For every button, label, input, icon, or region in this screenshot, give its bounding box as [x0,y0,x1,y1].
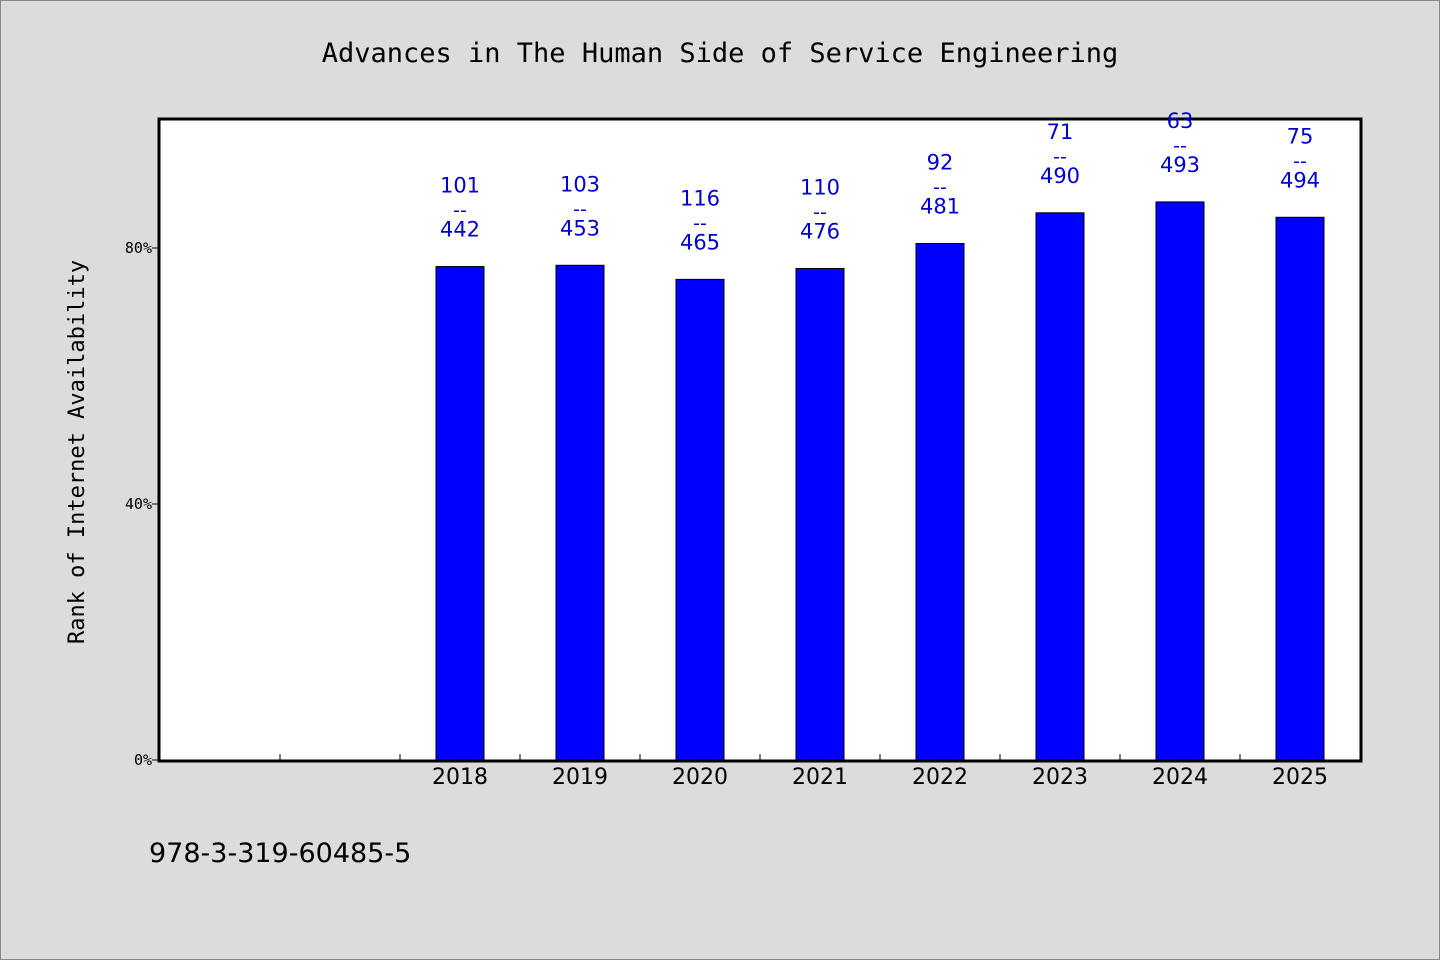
bar-label-separator: -- [453,200,467,222]
x-tick-label: 2021 [792,765,848,790]
bar-label-rank: 110 [800,175,840,199]
x-tick-label: 2022 [912,765,968,790]
bar-label-rank: 63 [1167,109,1194,133]
bar-label-separator: -- [1173,135,1187,157]
bar-2024 [1155,201,1205,761]
x-tick-label: 2024 [1152,765,1208,790]
y-axis: 0% 40% 80% [125,239,160,769]
bar-label-separator: -- [1293,150,1307,172]
bar-label-total: 453 [560,216,600,240]
bar-label-total: 493 [1160,153,1200,177]
y-tick-label: 40% [125,495,152,513]
bar-label-separator: -- [933,177,947,199]
bar-label-total: 481 [920,195,960,219]
bar-label-rank: 116 [680,186,720,210]
y-axis-label: Rank of Internet Availability [65,260,90,644]
bar-2023 [1035,212,1085,761]
x-tick-label: 2023 [1032,765,1088,790]
bar-label-total: 442 [440,218,480,242]
bar-label-separator: -- [1053,146,1067,168]
y-tick-label: 80% [125,239,152,257]
bar-label-separator: -- [813,201,827,223]
bar-2022 [915,243,965,761]
bar-label-rank: 92 [927,151,954,175]
bar-label-total: 465 [680,230,720,254]
bar-label-separator: -- [573,198,587,220]
bar-label-separator: -- [693,212,707,234]
x-tick-label: 2019 [552,765,608,790]
footer-isbn: 978-3-319-60485-5 [149,838,411,869]
bar-2025 [1275,216,1325,761]
bar-2018 [435,266,485,761]
y-tick-label: 0% [134,751,152,769]
bar-label-rank: 101 [440,174,480,198]
x-tick-label: 2020 [672,765,728,790]
bar-label-rank: 75 [1287,124,1314,148]
bar-2019 [555,264,605,761]
x-tick-label: 2018 [432,765,488,790]
bar-2021 [795,267,845,761]
bar-label-rank: 103 [560,172,600,196]
x-tick-label: 2025 [1272,765,1328,790]
bar-series [435,201,1325,761]
bar-2020 [675,278,725,761]
chart-title: Advances in The Human Side of Service En… [322,38,1119,69]
bar-data-labels: 442--101453--103465--116476--110481--924… [440,109,1320,254]
x-axis: 2018 2019 2020 2021 2022 2023 2024 2025 [279,754,1328,790]
bar-label-total: 494 [1280,168,1320,192]
bar-label-total: 490 [1040,164,1080,188]
bar-label-total: 476 [800,219,840,243]
bar-label-rank: 71 [1047,120,1074,144]
